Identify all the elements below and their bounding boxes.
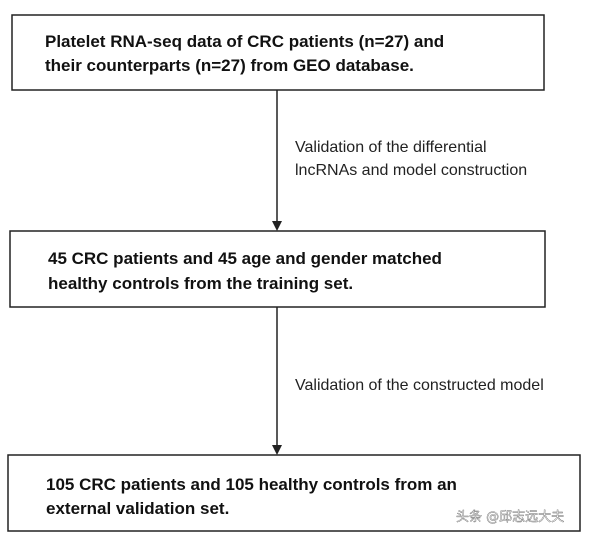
node-text: external validation set.	[46, 499, 229, 518]
edge-label: lncRNAs and model construction	[295, 162, 527, 179]
box	[7, 454, 581, 532]
watermark: 头条 @邱志远大夫	[456, 509, 564, 525]
node-text: healthy controls from the training set.	[48, 274, 353, 293]
edge-label: Validation of the constructed model	[295, 377, 544, 394]
node-text: their counterparts (n=27) from GEO datab…	[45, 56, 414, 75]
box	[11, 14, 545, 91]
box	[9, 230, 546, 308]
node-text: Platelet RNA-seq data of CRC patients (n…	[45, 32, 444, 51]
node-text: 105 CRC patients and 105 healthy control…	[46, 475, 457, 494]
node-text: 45 CRC patients and 45 age and gender ma…	[48, 249, 442, 268]
edge-label: Validation of the differential	[295, 139, 487, 156]
